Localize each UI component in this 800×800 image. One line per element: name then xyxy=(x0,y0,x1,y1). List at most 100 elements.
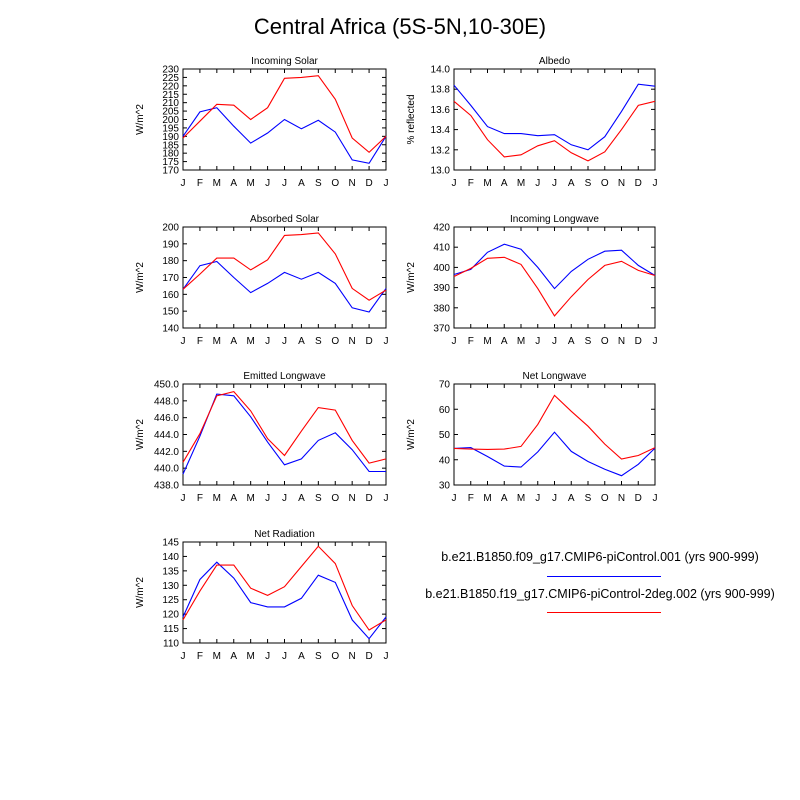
x-tick-label: J xyxy=(384,336,389,347)
y-tick-label: 115 xyxy=(163,624,179,635)
y-tick-label: 40 xyxy=(439,455,451,466)
x-tick-label: S xyxy=(585,178,592,189)
series-line-0 xyxy=(453,243,656,290)
y-tick-label: 442.0 xyxy=(154,447,179,458)
x-tick-label: J xyxy=(384,651,389,662)
y-tick-label: 175 xyxy=(162,157,179,168)
x-tick-label: N xyxy=(349,336,356,347)
x-tick-label: J xyxy=(181,336,186,347)
x-tick-label: A xyxy=(230,651,237,662)
x-tick-label: F xyxy=(197,651,203,662)
x-tick-label: A xyxy=(298,493,305,504)
x-tick-label: A xyxy=(568,493,575,504)
y-tick-label: 125 xyxy=(162,595,179,606)
y-tick-label: 390 xyxy=(433,283,450,294)
panel-title: Emitted Longwave xyxy=(243,371,326,382)
series-line-0 xyxy=(182,393,386,475)
plot-frame xyxy=(453,226,656,329)
x-tick-label: J xyxy=(384,178,389,189)
x-tick-label: D xyxy=(635,336,642,347)
y-tick-label: 230 xyxy=(162,65,179,76)
y-axis-label: W/m^2 xyxy=(135,419,146,450)
x-tick-label: F xyxy=(468,493,474,504)
x-tick-label: J xyxy=(552,493,557,504)
x-tick-label: J xyxy=(552,336,557,347)
y-tick-label: 13.6 xyxy=(431,105,451,116)
x-tick-label: J xyxy=(181,493,186,504)
series-line-0 xyxy=(453,83,656,151)
x-tick-label: F xyxy=(197,178,203,189)
y-tick-label: 13.4 xyxy=(431,125,451,136)
x-tick-label: M xyxy=(517,178,525,189)
x-tick-label: M xyxy=(246,178,254,189)
y-tick-label: 150 xyxy=(162,307,179,318)
y-tick-label: 160 xyxy=(162,290,179,301)
x-tick-label: J xyxy=(265,493,270,504)
y-tick-label: 450.0 xyxy=(154,380,179,391)
y-axis-label: W/m^2 xyxy=(135,104,146,135)
y-tick-label: 190 xyxy=(162,132,179,143)
x-tick-label: N xyxy=(618,336,625,347)
x-tick-label: M xyxy=(213,651,221,662)
x-tick-label: M xyxy=(517,493,525,504)
y-tick-label: 200 xyxy=(162,223,179,234)
x-tick-label: J xyxy=(653,336,658,347)
x-tick-label: N xyxy=(349,178,356,189)
y-tick-label: 135 xyxy=(162,566,179,577)
series-line-1 xyxy=(453,394,656,460)
y-tick-label: 446.0 xyxy=(154,413,179,424)
x-tick-label: M xyxy=(213,178,221,189)
x-tick-label: J xyxy=(535,178,540,189)
x-tick-label: J xyxy=(265,651,270,662)
y-tick-label: 13.8 xyxy=(431,85,451,96)
y-tick-label: 444.0 xyxy=(154,430,179,441)
y-tick-label: 13.2 xyxy=(431,145,451,156)
x-tick-label: F xyxy=(197,493,203,504)
legend-label-blue: b.e21.B1850.f09_g17.CMIP6-piControl.001 … xyxy=(441,550,759,564)
y-tick-label: 50 xyxy=(439,430,451,441)
panel-title: Absorbed Solar xyxy=(250,214,320,225)
y-tick-label: 410 xyxy=(433,243,450,254)
series-line-1 xyxy=(453,100,656,162)
x-tick-label: J xyxy=(653,493,658,504)
y-tick-label: 70 xyxy=(439,380,451,391)
plot-frame xyxy=(182,383,387,486)
x-tick-label: O xyxy=(331,651,339,662)
y-tick-label: 170 xyxy=(162,273,179,284)
series-line-0 xyxy=(182,260,387,313)
series-line-1 xyxy=(453,256,656,317)
y-tick-label: 400 xyxy=(433,263,450,274)
x-tick-label: O xyxy=(601,178,609,189)
x-tick-label: F xyxy=(468,336,474,347)
x-tick-label: J xyxy=(265,178,270,189)
x-tick-label: A xyxy=(298,651,305,662)
x-tick-label: M xyxy=(246,336,254,347)
y-tick-label: 210 xyxy=(162,98,179,109)
x-tick-label: A xyxy=(298,336,305,347)
y-tick-label: 205 xyxy=(162,107,179,118)
y-tick-label: 225 xyxy=(162,73,179,84)
x-tick-label: J xyxy=(452,178,457,189)
legend-line-red xyxy=(547,612,661,613)
x-tick-label: A xyxy=(298,178,305,189)
y-tick-label: 200 xyxy=(162,115,179,126)
y-axis-label: W/m^2 xyxy=(406,262,417,293)
y-tick-label: 190 xyxy=(162,239,179,250)
y-tick-label: 220 xyxy=(162,81,179,92)
x-tick-label: A xyxy=(501,178,508,189)
x-tick-label: J xyxy=(384,493,389,504)
y-tick-label: 195 xyxy=(162,123,179,134)
y-tick-label: 380 xyxy=(433,303,450,314)
x-tick-label: J xyxy=(265,336,270,347)
x-tick-label: A xyxy=(230,336,237,347)
legend-line-blue xyxy=(547,576,661,577)
x-tick-label: O xyxy=(601,493,609,504)
x-tick-label: D xyxy=(365,178,372,189)
y-tick-label: 185 xyxy=(162,140,179,151)
